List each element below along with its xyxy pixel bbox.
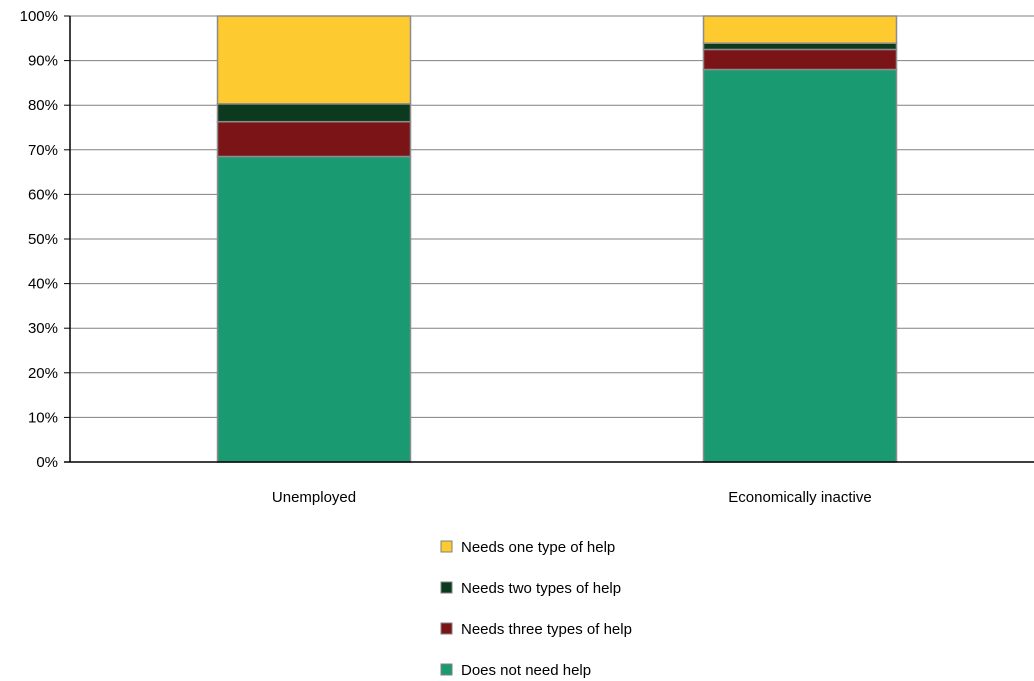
legend-swatch xyxy=(440,540,453,553)
y-tick-label: 60% xyxy=(28,186,58,203)
bar-segment xyxy=(702,42,898,51)
y-tick-label: 20% xyxy=(28,365,58,382)
y-tick-label: 100% xyxy=(20,8,58,25)
legend-label: Does not need help xyxy=(461,662,591,679)
legend-label: Needs one type of help xyxy=(461,539,615,556)
x-axis-categories: Unemployed Economically inactive xyxy=(272,489,872,506)
axes xyxy=(64,16,1034,463)
legend-label: Needs two types of help xyxy=(461,580,621,597)
y-tick-label: 70% xyxy=(28,142,58,159)
y-tick-label: 80% xyxy=(28,97,58,114)
bar-segment xyxy=(702,68,898,463)
bar-segment xyxy=(702,15,898,44)
bar-segment xyxy=(216,15,412,105)
bar-segment xyxy=(216,103,412,123)
y-tick-label: 30% xyxy=(28,320,58,337)
y-tick-label: 0% xyxy=(36,454,58,471)
x-category-label: Economically inactive xyxy=(728,489,871,506)
y-axis-ticks: 0% 10% 20% 30% 40% 50% 60% 70% 80% 90% 100% xyxy=(20,8,70,471)
bars xyxy=(216,15,898,463)
bar-segment xyxy=(216,155,412,463)
y-tick-label: 90% xyxy=(28,53,58,70)
y-tick-label: 40% xyxy=(28,276,58,293)
legend-swatch xyxy=(440,663,453,676)
legend-label: Needs three types of help xyxy=(461,621,632,638)
bar-segment xyxy=(702,48,898,71)
y-tick-label: 50% xyxy=(28,231,58,248)
x-category-label: Unemployed xyxy=(272,489,356,506)
legend-swatch xyxy=(440,581,453,594)
legend-swatch xyxy=(440,622,453,635)
bar-segment xyxy=(216,120,412,158)
y-tick-label: 10% xyxy=(28,409,58,426)
legend: Needs one type of help Needs two types of… xyxy=(440,539,632,679)
